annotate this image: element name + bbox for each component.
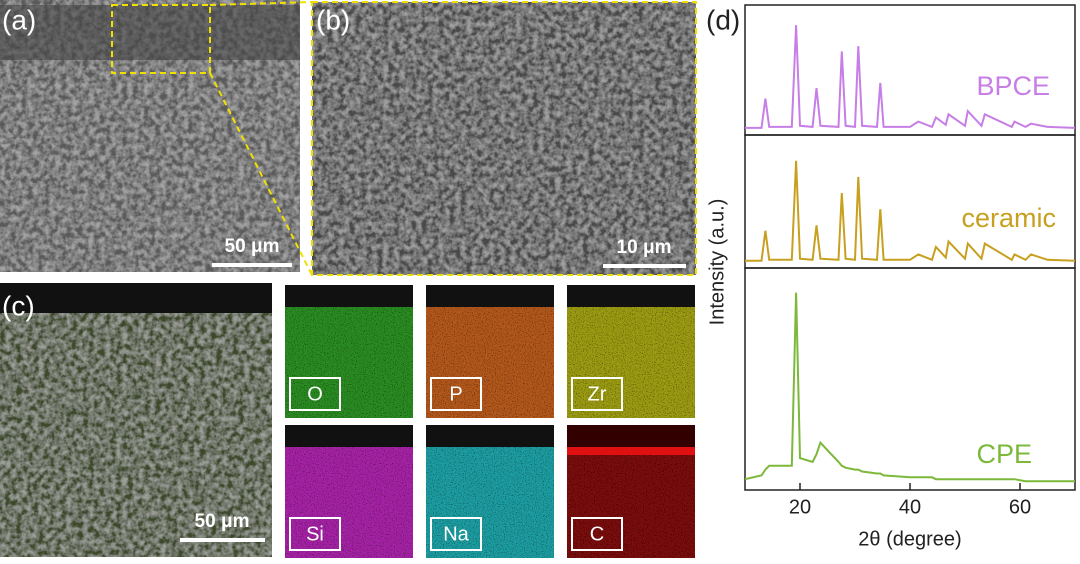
x-tick-label: 60 — [1009, 496, 1031, 518]
element-label: Na — [443, 523, 469, 545]
element-box — [571, 517, 623, 551]
element-label: C — [590, 523, 604, 545]
element-box — [289, 377, 341, 411]
panel-label: (d) — [706, 4, 740, 35]
zoom-frame — [311, 1, 697, 276]
x-tick-label: 40 — [899, 496, 921, 518]
panel-label: (a) — [2, 4, 36, 35]
series-label: ceramic — [961, 203, 1056, 233]
element-map — [567, 285, 695, 418]
carbon-stripe — [567, 447, 695, 455]
element-map — [285, 285, 413, 418]
scale-bar-label: 50 μm — [195, 511, 250, 532]
x-tick-label: 20 — [789, 496, 811, 518]
element-label: Si — [306, 523, 324, 545]
xrd-line — [744, 292, 1075, 483]
map-top — [426, 285, 554, 307]
panel-label: (c) — [2, 290, 35, 321]
series-label: CPE — [976, 439, 1032, 469]
element-map — [426, 285, 554, 418]
scale-bar-label: 50 μm — [225, 236, 280, 257]
map-top — [285, 425, 413, 447]
scale-bar-label: 10 μm — [617, 237, 672, 258]
xrd-line — [745, 160, 1076, 262]
eds-overlay — [0, 283, 272, 557]
element-box — [430, 517, 482, 551]
xrd-line — [745, 25, 1076, 129]
x-axis-label: 2θ (degree) — [858, 528, 961, 550]
element-box — [571, 377, 623, 411]
zoom-line — [209, 72, 313, 276]
element-map — [426, 425, 554, 558]
element-label: Zr — [588, 383, 607, 405]
eds-top — [0, 283, 272, 313]
sem-image-b — [312, 2, 696, 275]
element-maps: O P Zr Si Na C — [285, 285, 695, 558]
map-top — [567, 425, 695, 447]
zoom-line — [209, 1, 313, 6]
element-label: P — [449, 383, 462, 405]
series-label: BPCE — [976, 71, 1050, 101]
element-box — [289, 517, 341, 551]
zoom-box — [111, 4, 211, 74]
panel-label: (b) — [316, 4, 350, 35]
map-top — [567, 285, 695, 307]
sem-top-layer — [0, 5, 300, 60]
xrd-chart: (d) Intensity (a.u.) 2θ (degree) BPCE cer… — [706, 4, 1076, 550]
y-axis-label: Intensity (a.u.) — [706, 199, 728, 326]
element-box — [430, 377, 482, 411]
element-label: O — [307, 383, 323, 405]
element-map — [285, 425, 413, 558]
map-top — [426, 425, 554, 447]
map-top — [285, 285, 413, 307]
